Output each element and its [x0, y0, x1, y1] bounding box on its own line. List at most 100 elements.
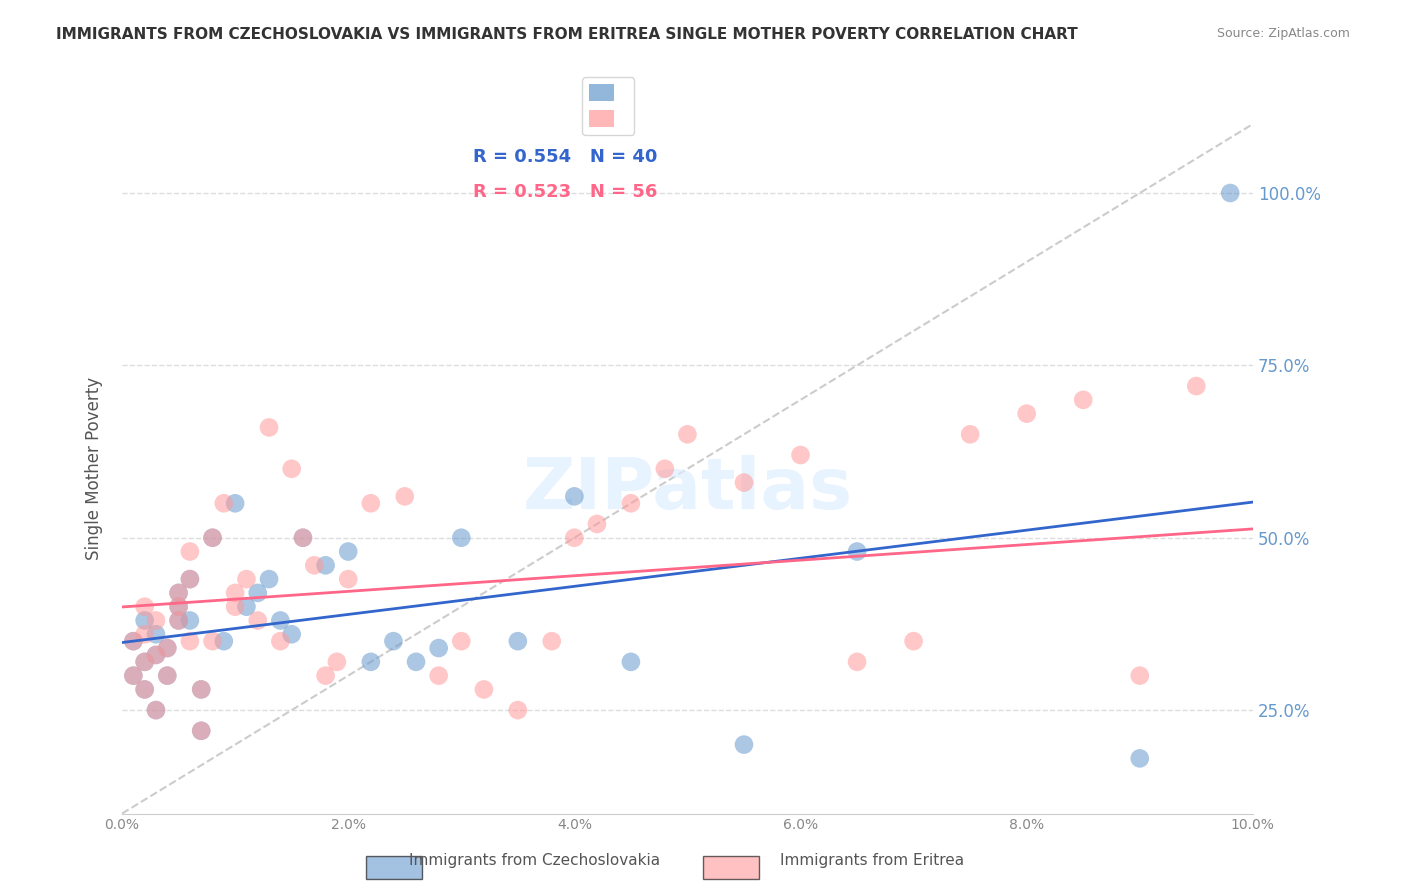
Point — [564, 489, 586, 503]
Point — [156, 668, 179, 682]
Point — [224, 599, 246, 614]
Point — [134, 682, 156, 697]
Point — [620, 655, 643, 669]
Point — [427, 668, 450, 682]
Point — [959, 427, 981, 442]
Point — [846, 544, 869, 558]
Point — [145, 703, 167, 717]
Point — [201, 531, 224, 545]
Point — [269, 634, 291, 648]
Point — [405, 655, 427, 669]
Point — [179, 634, 201, 648]
Point — [450, 531, 472, 545]
Legend: , : , — [582, 78, 634, 136]
Point — [326, 655, 349, 669]
Point — [280, 462, 302, 476]
Point — [122, 668, 145, 682]
Point — [291, 531, 314, 545]
Point — [304, 558, 326, 573]
Point — [450, 634, 472, 648]
Point — [733, 738, 755, 752]
Point — [122, 634, 145, 648]
Point — [586, 516, 609, 531]
Point — [315, 558, 337, 573]
Point — [167, 614, 190, 628]
Point — [212, 496, 235, 510]
Point — [506, 634, 529, 648]
Point — [201, 531, 224, 545]
Point — [122, 634, 145, 648]
Point — [620, 496, 643, 510]
Point — [156, 668, 179, 682]
Point — [472, 682, 495, 697]
Point — [1129, 751, 1152, 765]
Point — [134, 655, 156, 669]
Point — [257, 572, 280, 586]
Point — [654, 462, 676, 476]
Point — [134, 614, 156, 628]
Point — [156, 641, 179, 656]
Point — [179, 572, 201, 586]
Point — [190, 682, 212, 697]
Text: Immigrants from Eritrea: Immigrants from Eritrea — [780, 854, 963, 868]
Point — [122, 668, 145, 682]
Point — [846, 655, 869, 669]
Point — [1071, 392, 1094, 407]
Point — [179, 572, 201, 586]
Point — [156, 641, 179, 656]
Point — [145, 703, 167, 717]
Point — [337, 572, 360, 586]
Point — [337, 544, 360, 558]
Point — [179, 614, 201, 628]
Point — [315, 668, 337, 682]
Point — [145, 614, 167, 628]
Point — [903, 634, 925, 648]
Point — [167, 586, 190, 600]
Point — [506, 703, 529, 717]
Point — [540, 634, 562, 648]
Point — [201, 634, 224, 648]
Point — [1129, 668, 1152, 682]
Point — [167, 599, 190, 614]
Point — [212, 634, 235, 648]
Point — [235, 599, 257, 614]
Point — [246, 586, 269, 600]
Point — [360, 496, 382, 510]
Point — [224, 586, 246, 600]
Text: R = 0.523   N = 56: R = 0.523 N = 56 — [472, 183, 657, 201]
Point — [134, 599, 156, 614]
Point — [145, 648, 167, 662]
Point — [134, 655, 156, 669]
Point — [269, 614, 291, 628]
Text: R = 0.554   N = 40: R = 0.554 N = 40 — [472, 148, 657, 166]
Text: ZIPatlas: ZIPatlas — [523, 455, 852, 524]
Text: IMMIGRANTS FROM CZECHOSLOVAKIA VS IMMIGRANTS FROM ERITREA SINGLE MOTHER POVERTY : IMMIGRANTS FROM CZECHOSLOVAKIA VS IMMIGR… — [56, 27, 1078, 42]
Point — [1015, 407, 1038, 421]
Point — [733, 475, 755, 490]
Point — [235, 572, 257, 586]
Point — [145, 627, 167, 641]
Point — [382, 634, 405, 648]
Point — [1219, 186, 1241, 200]
Y-axis label: Single Mother Poverty: Single Mother Poverty — [86, 377, 103, 560]
Point — [190, 723, 212, 738]
Point — [179, 544, 201, 558]
Point — [676, 427, 699, 442]
Point — [145, 648, 167, 662]
Point — [190, 682, 212, 697]
Point — [190, 723, 212, 738]
Point — [246, 614, 269, 628]
Point — [224, 496, 246, 510]
Point — [280, 627, 302, 641]
Point — [789, 448, 811, 462]
Point — [291, 531, 314, 545]
Point — [134, 682, 156, 697]
Point — [427, 641, 450, 656]
Point — [360, 655, 382, 669]
Point — [394, 489, 416, 503]
Text: Source: ZipAtlas.com: Source: ZipAtlas.com — [1216, 27, 1350, 40]
Point — [1185, 379, 1208, 393]
Point — [564, 531, 586, 545]
Text: Immigrants from Czechoslovakia: Immigrants from Czechoslovakia — [409, 854, 659, 868]
Point — [134, 627, 156, 641]
